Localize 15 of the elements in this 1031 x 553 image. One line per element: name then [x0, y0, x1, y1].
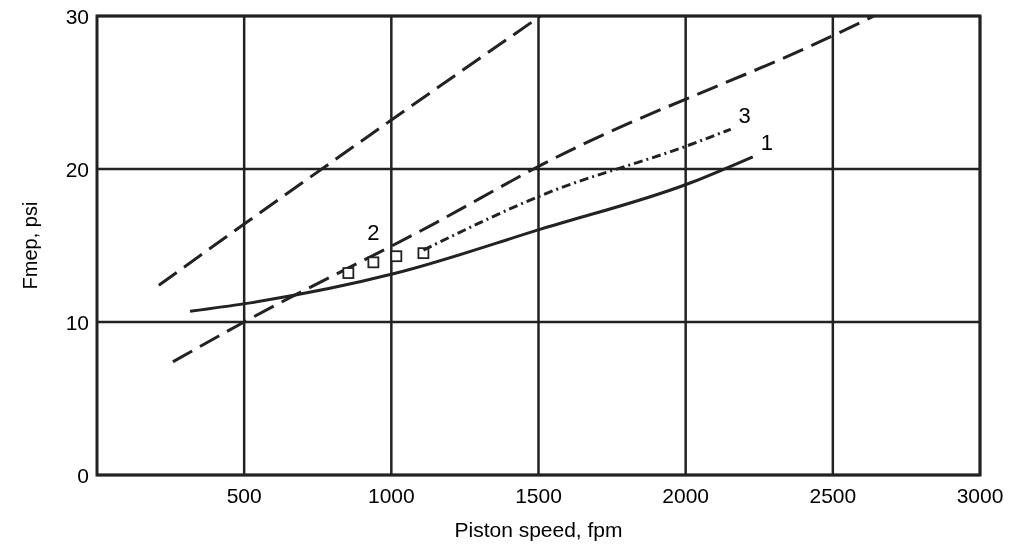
x-tick-label: 500	[226, 484, 262, 507]
y-tick-label: 10	[65, 310, 89, 334]
x-tick-label: 3000	[956, 484, 1004, 507]
x-tick-label: 2500	[809, 484, 857, 507]
x-axis-title: Piston speed, fpm	[454, 518, 623, 541]
x-tick-label: 1000	[367, 484, 415, 507]
series-label: 3	[738, 102, 751, 128]
y-tick-label: 20	[65, 157, 89, 181]
x-tick-label: 1500	[515, 484, 562, 507]
x-tick-label: 2000	[662, 484, 710, 507]
series-label: 1	[760, 130, 773, 156]
y-tick-label: 0	[77, 463, 89, 487]
series-label: 2	[367, 219, 380, 245]
y-tick-label: 30	[65, 4, 89, 28]
y-axis-title: Fmep, psi	[19, 201, 41, 290]
